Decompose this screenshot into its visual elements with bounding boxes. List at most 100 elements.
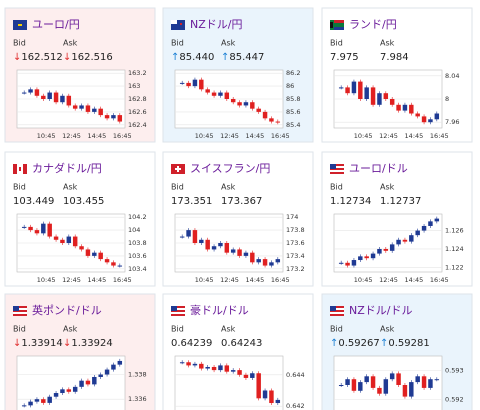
candle-body bbox=[237, 249, 242, 256]
flag-part bbox=[334, 20, 344, 23]
candle-body bbox=[41, 223, 46, 234]
y-tick-label: 8.04 bbox=[445, 72, 459, 80]
bid-label: Bid bbox=[171, 325, 184, 334]
candle-body bbox=[199, 239, 204, 243]
x-tick-label: 12:45 bbox=[62, 276, 81, 284]
y-tick-label: 0.642 bbox=[286, 402, 305, 410]
currency-tile[interactable]: カナダドル/円 Bid Ask 103.449 103.455 103.4 103.6 103… bbox=[4, 151, 156, 287]
currency-tile[interactable]: 英ポンド/ドルBidAsk↓1.33914↓1.339241.3361.3381… bbox=[4, 293, 156, 410]
bid-price: 1.12734 bbox=[330, 196, 371, 207]
price: 103.455 bbox=[63, 196, 104, 207]
candle-body bbox=[275, 399, 281, 404]
flag-part bbox=[171, 310, 185, 312]
x-tick-label: 16:45 bbox=[113, 276, 132, 284]
currency-tile[interactable]: 豪ドル/ドルBidAsk0.642390.642430.6420.64410:4… bbox=[162, 293, 314, 410]
currency-tile[interactable]: ユーロ/ドル Bid Ask 1.12734 1.12737 1.122 1.124 1.12… bbox=[321, 151, 473, 287]
candle-body bbox=[111, 364, 116, 370]
candle-body bbox=[85, 249, 91, 256]
x-tick-label: 16:45 bbox=[271, 132, 290, 140]
x-tick-label: 10:45 bbox=[195, 276, 214, 284]
x-tick-label: 14:45 bbox=[405, 276, 424, 284]
candle-body bbox=[409, 382, 414, 397]
x-tick-label: 16:45 bbox=[430, 132, 449, 140]
candle-body bbox=[92, 252, 97, 256]
candle-body bbox=[66, 236, 72, 243]
trend-arrow: ↑ bbox=[171, 52, 179, 63]
ask-label: Ask bbox=[380, 39, 395, 48]
candle-body bbox=[192, 79, 198, 87]
candle-body bbox=[111, 115, 116, 119]
candle-body bbox=[211, 246, 217, 250]
price: 103.449 bbox=[13, 196, 54, 207]
currency-tile[interactable]: NZドル/ドルBidAsk↑0.59267↑0.592810.5920.5931… bbox=[321, 293, 473, 410]
bid-label: Bid bbox=[13, 325, 26, 334]
candle-body bbox=[179, 362, 185, 364]
y-tick-label: 86.2 bbox=[286, 69, 300, 77]
candle-body bbox=[104, 259, 110, 263]
pair-name[interactable]: ランド/円 bbox=[349, 18, 397, 31]
candle-body bbox=[383, 248, 389, 251]
price: 1.12737 bbox=[380, 196, 421, 207]
chart-area bbox=[16, 355, 126, 410]
flag-part bbox=[330, 164, 344, 166]
flag-part bbox=[330, 20, 344, 30]
y-tick-label: 1.336 bbox=[128, 395, 147, 403]
ask-label: Ask bbox=[63, 183, 78, 192]
candle-body bbox=[351, 81, 357, 94]
pair-name[interactable]: ユーロ/円 bbox=[32, 18, 80, 31]
flag-part bbox=[175, 168, 181, 170]
candle-body bbox=[428, 379, 433, 388]
price: 0.59281 bbox=[388, 338, 429, 349]
pair-name[interactable]: 豪ドル/ドル bbox=[190, 303, 249, 317]
x-tick-label: 16:45 bbox=[430, 276, 449, 284]
candle-body bbox=[370, 376, 376, 388]
candle-body bbox=[377, 248, 382, 254]
flag-part bbox=[13, 306, 27, 308]
candle-body bbox=[250, 102, 255, 109]
bid-label: Bid bbox=[330, 183, 343, 192]
candle-body bbox=[60, 239, 65, 243]
flag-part bbox=[330, 310, 344, 312]
y-tick-label: 163.2 bbox=[128, 69, 147, 77]
candle-body bbox=[47, 223, 52, 237]
flag-part bbox=[19, 167, 21, 171]
pair-name[interactable]: ユーロ/ドル bbox=[349, 162, 408, 175]
x-tick-label: 14:45 bbox=[88, 132, 107, 140]
bid-label: Bid bbox=[330, 39, 343, 48]
currency-tile[interactable]: ランド/円 Bid Ask 7.975 7.984 7.96 8 8.04 10:45 12:45… bbox=[321, 7, 473, 143]
candle-body bbox=[269, 262, 274, 266]
y-tick-label: 8 bbox=[445, 95, 449, 103]
candle-body bbox=[192, 363, 198, 366]
candle-body bbox=[92, 376, 97, 385]
candle-body bbox=[85, 380, 91, 385]
candle-body bbox=[275, 259, 281, 263]
pair-name[interactable]: 英ポンド/ドル bbox=[32, 303, 102, 317]
candle-body bbox=[53, 393, 59, 397]
price: 0.64239 bbox=[171, 338, 212, 349]
bid-label: Bid bbox=[330, 325, 343, 334]
price: 1.12734 bbox=[330, 196, 371, 207]
candle-body bbox=[199, 363, 204, 369]
pair-name[interactable]: NZドル/ドル bbox=[349, 304, 412, 317]
pair-name[interactable]: スイスフラン/円 bbox=[190, 162, 270, 175]
flag-part bbox=[13, 164, 17, 174]
x-tick-label: 12:45 bbox=[379, 276, 398, 284]
candle-body bbox=[262, 390, 268, 399]
y-tick-label: 1.122 bbox=[445, 263, 464, 271]
pair-name[interactable]: カナダドル/円 bbox=[32, 161, 102, 175]
candle-body bbox=[218, 243, 223, 247]
price: 1.33924 bbox=[71, 338, 112, 349]
x-tick-label: 10:45 bbox=[195, 132, 214, 140]
pair-name[interactable]: NZドル/円 bbox=[190, 18, 242, 31]
price: 85.440 bbox=[179, 52, 214, 63]
candle-body bbox=[256, 108, 261, 112]
candle-body bbox=[92, 108, 97, 112]
candle-body bbox=[275, 121, 281, 123]
bid-label: Bid bbox=[13, 183, 26, 192]
candle-body bbox=[21, 226, 27, 228]
candle-body bbox=[428, 221, 433, 226]
currency-tile[interactable]: スイスフラン/円 Bid Ask 173.351 173.367 173.2 173.4 17… bbox=[162, 151, 314, 287]
